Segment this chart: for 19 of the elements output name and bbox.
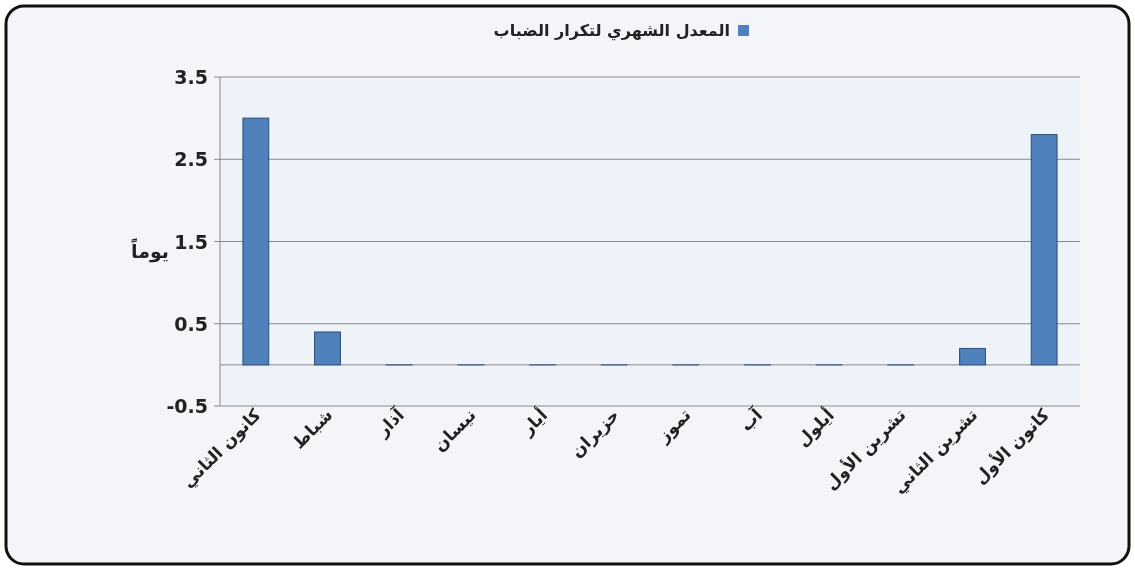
y-tick-label: -0.5 bbox=[166, 395, 208, 417]
x-tick-label: أيار bbox=[515, 403, 552, 440]
y-tick-label: 0.5 bbox=[174, 312, 208, 335]
bar bbox=[1030, 134, 1058, 366]
y-tick-label: 3.5 bbox=[174, 66, 208, 88]
bar bbox=[959, 347, 986, 366]
legend-label: المعدل الشهري لتكرار الضباب bbox=[493, 21, 730, 41]
bar bbox=[242, 117, 270, 366]
x-tick-label: أيلول bbox=[791, 403, 839, 452]
bar bbox=[314, 331, 341, 366]
y-axis-title: يوماً bbox=[131, 237, 169, 263]
x-tick-label: شباط bbox=[288, 404, 337, 453]
x-tick-label: نيسان bbox=[429, 404, 480, 456]
y-tick-label: 2.5 bbox=[174, 148, 208, 171]
y-tick-label: 1.5 bbox=[174, 230, 208, 253]
x-tick-label: تموز bbox=[652, 404, 696, 448]
x-tick-label: آب bbox=[735, 403, 768, 436]
x-tick-label: آذار bbox=[371, 403, 409, 441]
x-tick-label: حزيران bbox=[566, 404, 624, 463]
